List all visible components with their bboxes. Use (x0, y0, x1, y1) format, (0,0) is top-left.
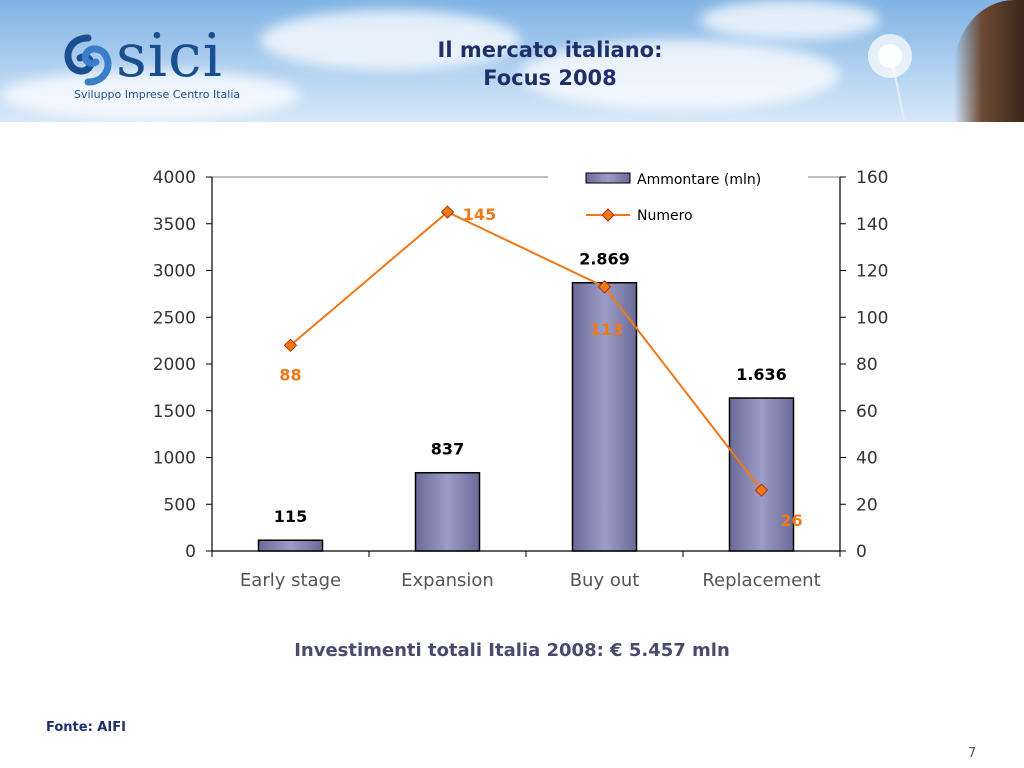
bar-value-label: 837 (431, 440, 464, 459)
right-tick-label: 140 (856, 215, 888, 235)
numero-value-label: 88 (279, 365, 301, 384)
numero-point-1 (283, 338, 298, 353)
bar-value-label: 115 (274, 507, 307, 526)
title-line-1: Il mercato italiano: (437, 38, 663, 62)
title-line-2: Focus 2008 (483, 66, 617, 90)
numero-point-4 (754, 483, 769, 497)
numero-value-label: 113 (590, 320, 623, 339)
legend-line-label: Numero (637, 208, 693, 224)
bar-value-label: 2.869 (579, 250, 630, 269)
page-number: 7 (968, 746, 977, 761)
logo-tagline: Sviluppo Imprese Centro Italia (74, 88, 241, 101)
legend-box (548, 156, 808, 230)
left-tick-label: 2000 (153, 355, 196, 375)
numero-value-label: 145 (463, 205, 496, 224)
right-tick-label: 20 (856, 495, 878, 515)
numero-line (289, 210, 763, 491)
left-tick-label: 1000 (153, 449, 196, 469)
category-label: Early stage (240, 570, 341, 591)
category-label: Expansion (401, 570, 494, 591)
right-tick-label: 120 (856, 262, 888, 282)
swirl-icon (64, 34, 112, 86)
right-tick-label: 0 (856, 542, 867, 562)
legend-bar-swatch (585, 172, 631, 184)
right-tick-label: 100 (856, 308, 888, 328)
left-tick-label: 3000 (153, 262, 196, 282)
sici-logo: sici Sviluppo Imprese Centro Italia (60, 24, 250, 106)
legend-line-marker (601, 208, 615, 222)
dandelion-image (868, 34, 912, 120)
left-tick-label: 4000 (153, 168, 196, 188)
right-tick-label: 60 (856, 402, 878, 422)
category-label: Replacement (702, 570, 820, 591)
right-tick-label: 40 (856, 449, 878, 469)
child-photo (954, 0, 1024, 122)
left-tick-label: 3500 (153, 215, 196, 235)
right-tick-label: 160 (856, 168, 888, 188)
left-tick-label: 2500 (153, 308, 196, 328)
bar-4 (728, 397, 795, 552)
right-tick-label: 80 (856, 355, 878, 375)
page-title: Il mercato italiano: Focus 2008 (380, 36, 720, 92)
chart-subtitle: Investimenti totali Italia 2008: € 5.457… (294, 640, 730, 661)
category-label: Buy out (570, 570, 640, 591)
bar-value-label: 1.636 (736, 365, 787, 384)
left-tick-label: 0 (185, 542, 196, 562)
bar-line-chart: 0 500 1000 1500 2000 2500 3000 3500 4000 0 20 40 60 8… (153, 156, 888, 591)
legend-bar-label: Ammontare (mln) (637, 172, 761, 188)
left-tick-label: 1500 (153, 402, 196, 422)
numero-point-2 (440, 205, 455, 219)
bar-2 (414, 471, 481, 552)
numero-point-3 (597, 280, 612, 294)
header-banner: sici Sviluppo Imprese Centro Italia Il m… (0, 0, 1024, 122)
numero-value-label: 26 (780, 511, 802, 530)
bar-1 (257, 539, 324, 552)
source-note: Fonte: AIFI (46, 720, 126, 735)
logo-word: sici (116, 21, 223, 91)
left-tick-label: 500 (164, 495, 196, 515)
